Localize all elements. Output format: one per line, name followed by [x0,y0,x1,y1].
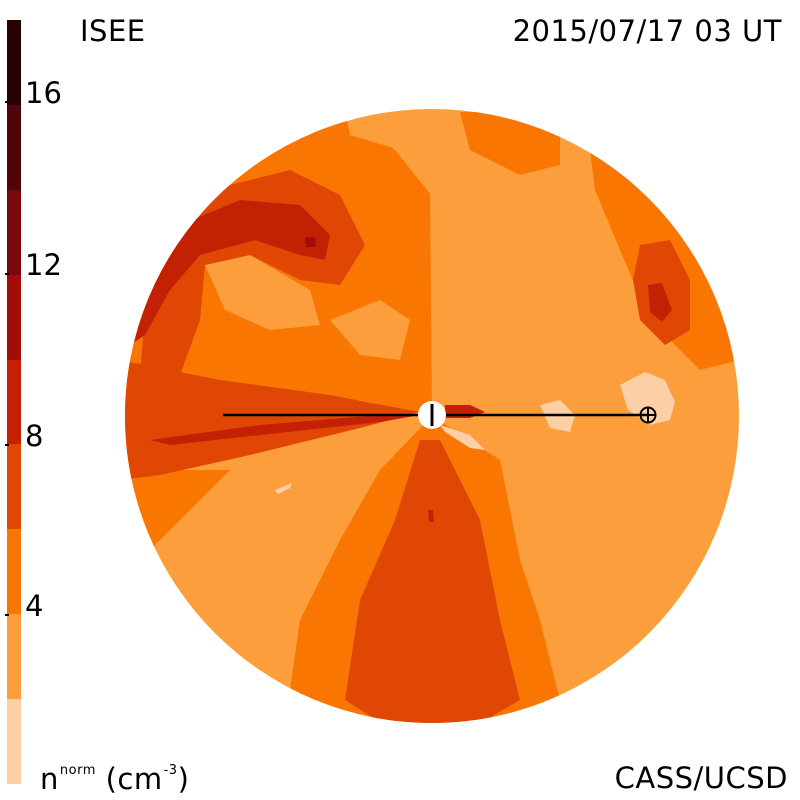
colorbar-level-8-10 [7,359,21,445]
contour-pale-lower-left [275,483,292,494]
datetime-label: 2015/07/17 03 UT [512,14,782,48]
contour-light-top [345,112,460,200]
unit-close: ) [177,762,190,796]
contour-pale-earth [620,372,675,425]
contour-light-upper-left [205,255,320,330]
contour-orange-top [460,112,560,175]
colorbar-level-4-6 [7,529,21,615]
unit-exponent: -3 [163,763,178,778]
unit-label: nnorm (cm-3) [40,764,189,794]
credit-label: CASS/UCSD [614,761,788,795]
unit-tail: (cm [105,762,163,796]
colorbar-tick-12: 12 [25,248,62,282]
contour-red-right-blob [648,283,672,322]
tickmark-16 [5,101,9,103]
contour-darkorange-left [125,360,420,480]
earth-marker [639,406,657,424]
colorbar-level-6-8 [7,444,21,530]
unit-superscript: norm [59,763,96,778]
contour-red-bottom-spot [428,510,434,522]
density-colorbar [7,20,21,784]
unit-symbol: n [40,762,59,796]
tickmark-12 [5,273,9,275]
colorbar-tick-16: 16 [25,76,62,110]
contour-light-right-bump [525,340,555,365]
colorbar-level-2-4 [7,614,21,699]
contour-red-upper-spot [305,237,316,247]
colorbar-tick-4: 4 [25,589,44,623]
colorbar-tick-8: 8 [25,419,44,453]
model-title: ISEE [80,14,146,48]
tickmark-4 [5,614,9,616]
contour-darkorange-bottom [345,440,520,723]
colorbar-level-16-18 [7,20,21,105]
sun-marker [418,401,446,429]
contour-light-upper-mid [330,300,410,360]
tickmark-8 [5,444,9,446]
contour-pale-near-sun [440,425,485,450]
colorbar-level-0-2 [7,699,21,784]
contour-red-left-streak [150,415,420,445]
colorbar-level-14-16 [7,104,21,190]
colorbar-level-12-14 [7,189,21,275]
colorbar-level-10-12 [7,274,21,360]
